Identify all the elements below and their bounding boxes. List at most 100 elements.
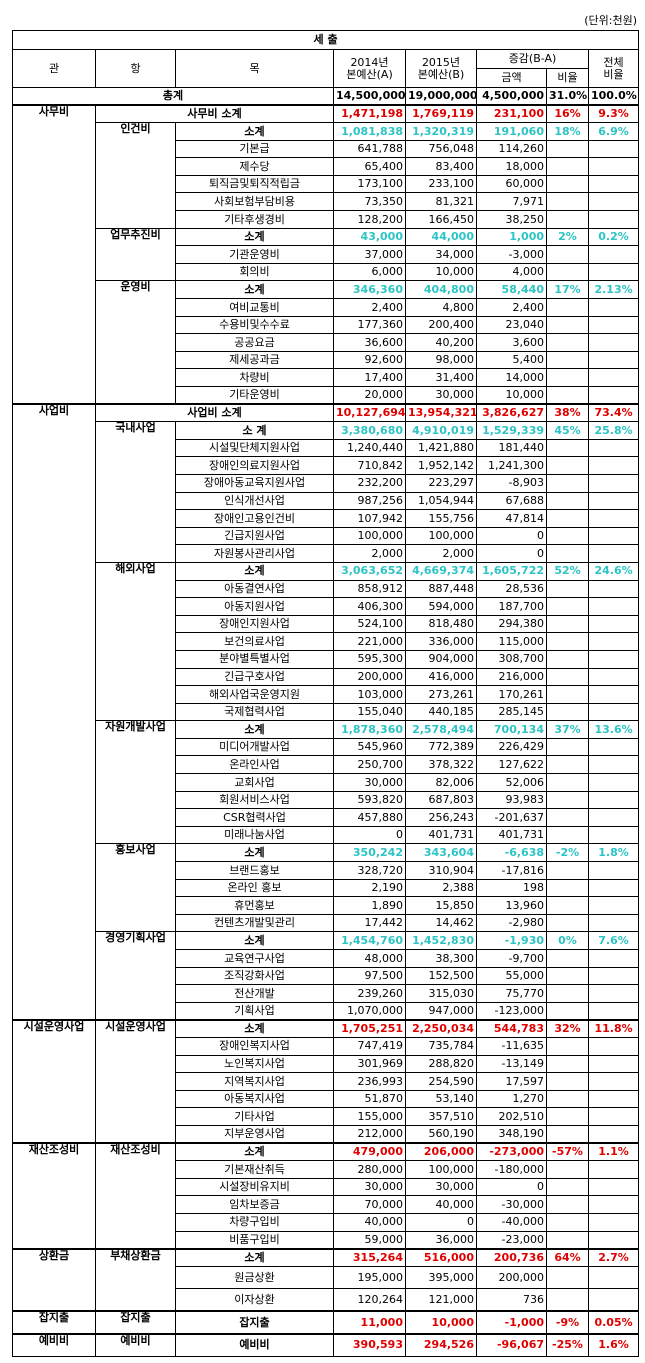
value-cell: 14,500,000: [333, 87, 406, 106]
empty-cell: [546, 526, 589, 546]
mok-cell: 여비교통비: [175, 298, 334, 317]
value-cell: 395,000: [405, 1265, 477, 1290]
value-cell: 343,604: [405, 843, 477, 863]
value-cell: 3,380,680: [333, 421, 406, 440]
empty-cell: [546, 174, 589, 194]
budget-row: 미래나눔사업 0 401,731 401,731: [13, 825, 640, 845]
col-header: 2015년 본예산(B): [405, 49, 477, 88]
empty-cell: [546, 966, 589, 986]
value-cell: 2,190: [333, 878, 406, 898]
budget-row: CSR협력사업 457,880 256,243 -201,637: [13, 808, 640, 827]
value-cell: 1.6%: [587, 1332, 640, 1357]
value-cell: 121,000: [405, 1288, 477, 1312]
budget-row: 미디어개발사업 545,960 772,389 226,429: [13, 737, 640, 757]
value-cell: 2.7%: [587, 1247, 640, 1267]
value-cell: 315,030: [405, 984, 477, 1003]
value-cell: 710,842: [333, 456, 406, 475]
value-cell: 1.1%: [587, 1142, 640, 1162]
value-cell: 30,000: [405, 1177, 477, 1197]
empty-cell: [587, 544, 640, 563]
value-cell: 887,448: [405, 579, 477, 599]
value-cell: 127,622: [476, 755, 547, 775]
value-cell: 36,000: [405, 1230, 477, 1250]
value-cell: 294,526: [405, 1332, 477, 1357]
budget-row: 홍보사업 소계 350,242 343,604 -6,638 -2% 1.8%: [13, 843, 640, 933]
mok-cell: 미래나눔사업: [175, 825, 334, 845]
value-cell: 350,242: [333, 843, 406, 863]
empty-cell: [546, 350, 589, 370]
empty-cell: [546, 544, 589, 563]
value-cell: 273,261: [405, 685, 477, 704]
empty-cell: [587, 632, 640, 651]
budget-row: 시설및단체지원사업 1,240,440 1,421,880 181,440: [13, 438, 640, 458]
empty-cell: [587, 1230, 640, 1250]
empty-cell: [546, 1288, 589, 1312]
empty-cell: [587, 597, 640, 616]
value-cell: 700,134: [476, 720, 547, 739]
value-cell: 2%: [546, 227, 589, 247]
value-cell: 25.8%: [587, 421, 640, 440]
value-cell: 100.0%: [587, 87, 640, 106]
mok-cell: 국제협력사업: [175, 702, 334, 722]
value-cell: 97,500: [333, 966, 406, 986]
hang-cell: 경영기획사업: [95, 931, 176, 1021]
value-cell: 406,300: [333, 597, 406, 616]
value-cell: 23,040: [476, 315, 547, 335]
empty-cell: [587, 157, 640, 176]
empty-cell: [546, 157, 589, 176]
empty-cell: [587, 790, 640, 810]
budget-row: 온라인 홍보 2,190 2,388 198: [13, 878, 640, 898]
value-cell: 100,000: [333, 526, 406, 546]
value-cell: 155,040: [333, 702, 406, 722]
empty-cell: [546, 333, 589, 352]
value-cell: 10,000: [476, 386, 547, 405]
value-cell: 191,060: [476, 122, 547, 141]
value-cell: -40,000: [476, 1212, 547, 1232]
value-cell: -2,980: [476, 913, 547, 933]
empty-cell: [546, 614, 589, 634]
empty-cell: [587, 1124, 640, 1144]
mok-cell: 자원봉사관리사업: [175, 544, 334, 563]
value-cell: 1,890: [333, 896, 406, 915]
budget-row: 교육연구사업 48,000 38,300 -9,700: [13, 949, 640, 968]
budget-row: 업무추진비 소계 43,000 44,000 1,000 2% 0.2%: [13, 227, 640, 282]
value-cell: 336,000: [405, 632, 477, 651]
empty-cell: [546, 262, 589, 282]
value-cell: 4,669,374: [405, 561, 477, 581]
value-cell: -123,000: [476, 1001, 547, 1021]
empty-cell: [546, 1072, 589, 1091]
value-cell: 115,000: [476, 632, 547, 651]
hang-cell: 자원개발사업: [95, 720, 176, 845]
mok-cell: 기타후생경비: [175, 210, 334, 229]
mok-cell: 사업비 소계: [95, 403, 334, 423]
value-cell: 55,000: [476, 966, 547, 986]
value-cell: 200,736: [476, 1247, 547, 1267]
empty-cell: [546, 597, 589, 616]
empty-cell: [587, 1054, 640, 1074]
value-cell: 687,803: [405, 790, 477, 810]
empty-cell: [546, 438, 589, 458]
mok-cell: 사무비 소계: [95, 104, 334, 124]
empty-cell: [546, 685, 589, 704]
empty-cell: [587, 368, 640, 387]
empty-cell: [587, 1036, 640, 1056]
value-cell: 59,000: [333, 1230, 406, 1250]
value-cell: -57%: [546, 1142, 589, 1162]
budget-row: 여비교통비 2,400 4,800 2,400: [13, 298, 640, 317]
empty-cell: [587, 808, 640, 827]
mok-cell: 소계: [175, 1142, 334, 1162]
empty-cell: [587, 861, 640, 880]
mok-cell: 비품구입비: [175, 1230, 334, 1250]
mok-cell: CSR협력사업: [175, 808, 334, 827]
budget-row: 아동복지사업 51,870 53,140 1,270: [13, 1089, 640, 1109]
hang-cell: 인건비: [95, 122, 176, 229]
value-cell: 40,000: [333, 1212, 406, 1232]
value-cell: 32%: [546, 1018, 589, 1038]
budget-row: 장애인지원사업 524,100 818,480 294,380: [13, 614, 640, 634]
value-cell: 81,321: [405, 192, 477, 212]
empty-cell: [587, 984, 640, 1003]
empty-cell: [587, 702, 640, 722]
empty-cell: [546, 456, 589, 475]
value-cell: 1,081,838: [333, 122, 406, 141]
value-cell: 82,006: [405, 773, 477, 792]
